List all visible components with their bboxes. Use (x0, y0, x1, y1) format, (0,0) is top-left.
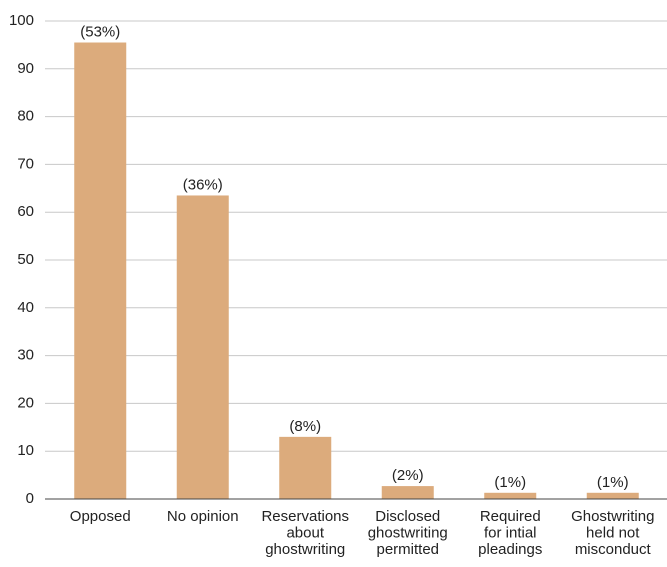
bar (381, 486, 434, 499)
bar-annotation: (53%) (80, 23, 120, 40)
x-tick-label: Reservations (261, 508, 349, 525)
x-tick-label: held not (586, 524, 640, 541)
bar-annotation: (2%) (392, 467, 424, 484)
y-tick-label: 50 (17, 251, 34, 268)
x-tick-label: Required (480, 508, 541, 525)
y-tick-label: 40 (17, 299, 34, 316)
bar-annotation: (1%) (597, 474, 629, 491)
x-tick-label: No opinion (167, 508, 239, 525)
y-tick-label: 80 (17, 108, 34, 125)
x-tick-label: Opposed (70, 508, 131, 525)
bar (484, 492, 537, 499)
x-tick-label: pleadings (478, 541, 542, 558)
y-tick-label: 90 (17, 60, 34, 77)
bar-annotation: (8%) (289, 418, 321, 435)
x-tick-label: misconduct (575, 541, 652, 558)
y-tick-label: 60 (17, 203, 34, 220)
bar-annotation: (1%) (494, 474, 526, 491)
x-tick-label: Ghostwriting (571, 508, 654, 525)
x-tick-label: about (286, 524, 324, 541)
x-tick-label: for intial (484, 524, 537, 541)
bar (586, 492, 639, 499)
y-tick-label: 20 (17, 394, 34, 411)
y-tick-label: 30 (17, 347, 34, 364)
bar (176, 195, 229, 499)
x-tick-label: Disclosed (375, 508, 440, 525)
y-tick-label: 70 (17, 155, 34, 172)
x-tick-label: permitted (376, 541, 439, 558)
y-tick-label: 10 (17, 442, 34, 459)
y-tick-label: 0 (26, 490, 34, 507)
x-tick-label: ghostwriting (368, 524, 448, 541)
x-tick-label: ghostwriting (265, 541, 345, 558)
bar (279, 436, 332, 499)
bar-annotation: (36%) (183, 176, 223, 193)
bar (74, 42, 127, 499)
y-tick-label: 100 (9, 12, 34, 29)
